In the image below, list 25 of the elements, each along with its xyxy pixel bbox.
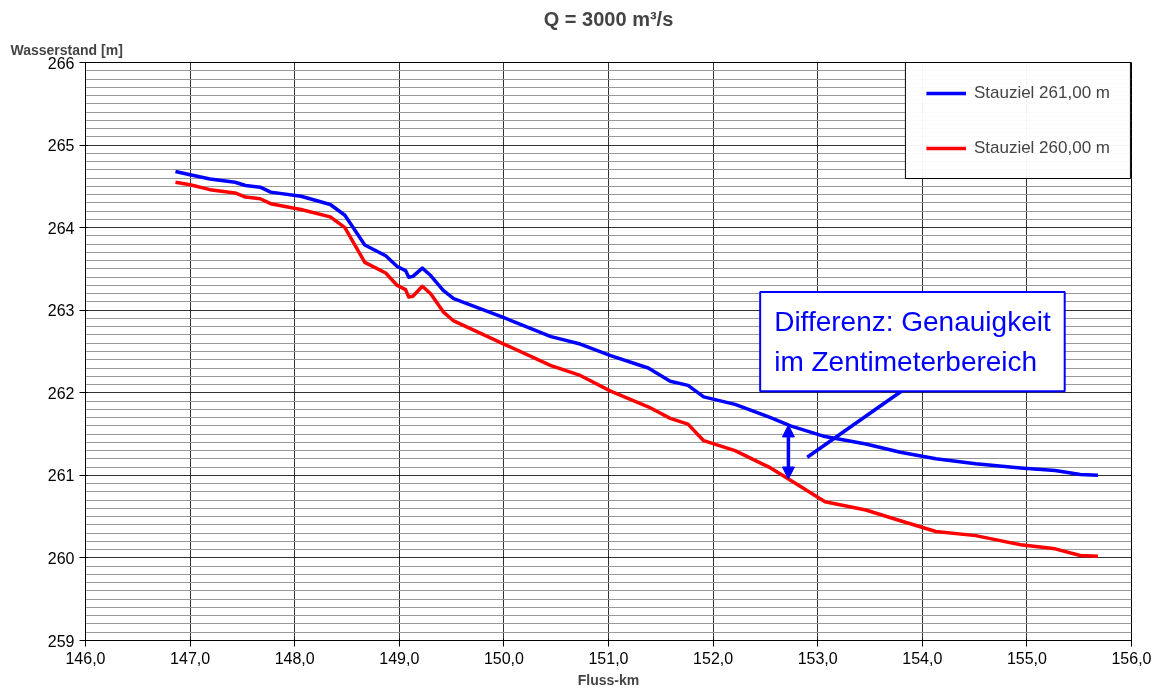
x-axis-title: Fluss-km (577, 671, 640, 688)
x-tick-label: 151,0 (588, 649, 629, 667)
x-tick-label: 146,0 (65, 649, 106, 667)
annotation: Differenz: Genauigkeit im Zentimeterbereich (774, 305, 1051, 378)
x-tick-label: 149,0 (379, 649, 420, 667)
chart-title: Q = 3000 m³/s (543, 7, 674, 30)
y-tick-label: 265 (47, 137, 75, 155)
x-tick-label: 150,0 (483, 649, 525, 667)
x-tick-label: 153,0 (797, 649, 838, 667)
y-tick-label: 263 (47, 302, 75, 320)
line-series (173, 180, 1100, 559)
x-tick-label: 155,0 (1006, 649, 1048, 667)
x-tick-label: 148,0 (274, 649, 315, 667)
y-tick-label: 261 (47, 467, 75, 485)
y-tick-label: 264 (47, 219, 75, 237)
legend-label: Stauziel 260,00 m (973, 138, 1110, 158)
line-series (173, 169, 1100, 478)
y-tick-label: 262 (47, 384, 75, 402)
y-tick-label: 259 (47, 632, 75, 650)
x-tick-label: 152,0 (693, 649, 734, 667)
x-tick-label: 156,0 (1111, 649, 1152, 667)
y-tick-label: 260 (47, 549, 75, 567)
legend-label: Stauziel 261,00 m (973, 83, 1110, 103)
x-tick-label: 154,0 (902, 649, 943, 667)
x-tick-label: 147,0 (170, 649, 211, 667)
